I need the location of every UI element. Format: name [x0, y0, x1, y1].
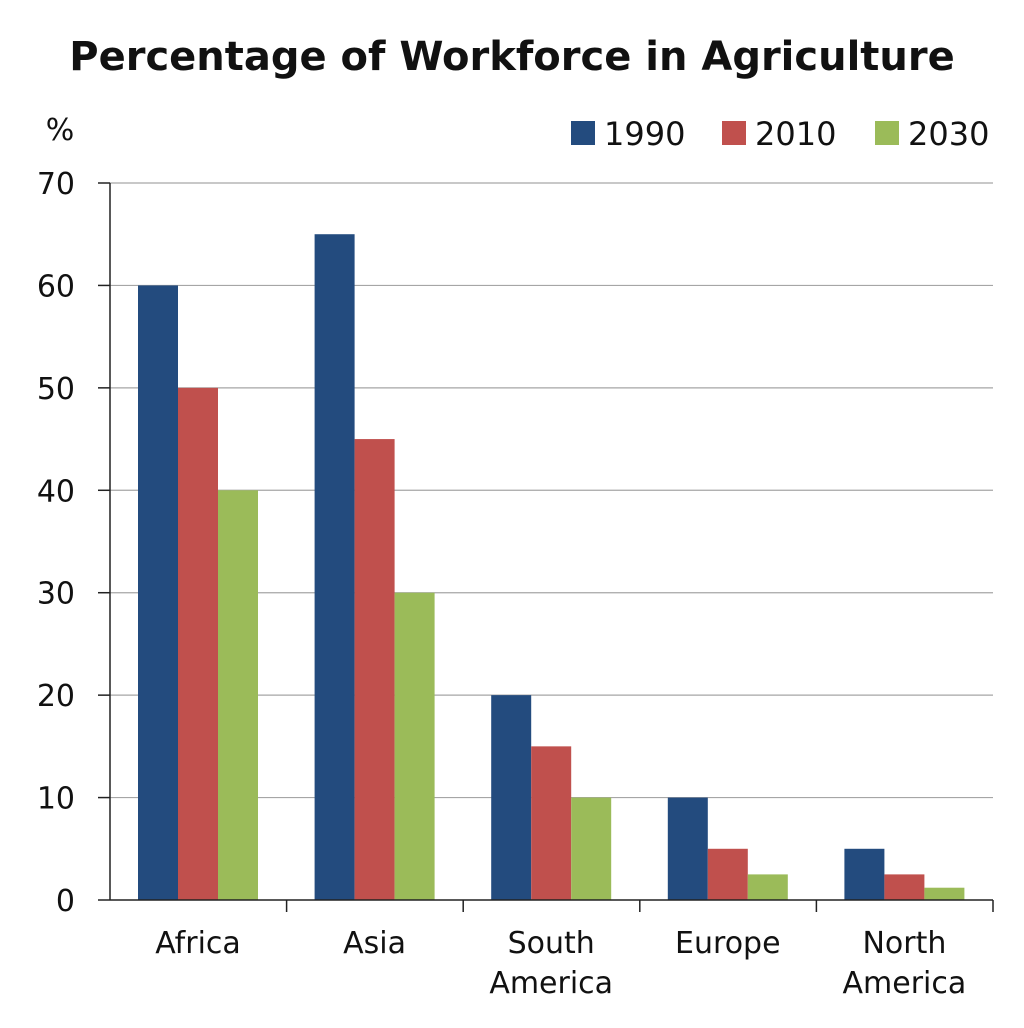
legend-label: 1990: [604, 115, 685, 153]
legend-label: 2030: [908, 115, 989, 153]
legend-swatch-1990: [571, 121, 595, 145]
y-tick-label: 70: [37, 167, 75, 202]
y-tick-label: 40: [37, 474, 75, 509]
y-tick-labels: 0 10 20 30 40 50 60 70: [37, 167, 75, 919]
bars: [138, 234, 965, 900]
y-tick-label: 50: [37, 372, 75, 407]
legend-swatch-2030: [875, 121, 899, 145]
category-label: Africa: [155, 926, 241, 961]
y-tick-label: 60: [37, 269, 75, 304]
bar-1990-2: [491, 695, 532, 900]
category-label: Asia: [343, 926, 406, 961]
bar-2010-4: [884, 874, 925, 900]
axes: [98, 182, 994, 912]
chart-title: Percentage of Workforce in Agriculture: [69, 34, 954, 80]
bar-2030-1: [394, 592, 435, 900]
bar-1990-4: [844, 848, 885, 900]
bar-2030-4: [924, 887, 965, 900]
legend: 1990 2010 2030: [571, 115, 989, 153]
bar-2010-2: [531, 746, 572, 900]
bar-2030-3: [747, 874, 788, 900]
bar-2010-3: [707, 848, 748, 900]
bar-2010-0: [178, 387, 218, 900]
bar-1990-0: [138, 285, 178, 900]
category-label: America: [489, 966, 613, 1001]
bar-1990-3: [667, 797, 708, 900]
category-labels: Africa Asia South America Europe North America: [155, 926, 966, 1001]
legend-swatch-2010: [722, 121, 746, 145]
y-axis-unit-label: %: [46, 113, 75, 148]
category-label: America: [843, 966, 967, 1001]
bar-2030-0: [218, 490, 258, 900]
bar-2010-1: [354, 439, 395, 900]
y-tick-label: 30: [37, 577, 75, 612]
category-label: North: [862, 926, 946, 961]
category-label: Europe: [675, 926, 781, 961]
legend-label: 2010: [755, 115, 836, 153]
category-label: South: [508, 926, 595, 961]
bar-2030-2: [571, 797, 612, 900]
bar-1990-1: [314, 234, 355, 900]
y-tick-label: 0: [56, 884, 75, 919]
y-tick-label: 20: [37, 679, 75, 714]
y-tick-label: 10: [37, 782, 75, 817]
